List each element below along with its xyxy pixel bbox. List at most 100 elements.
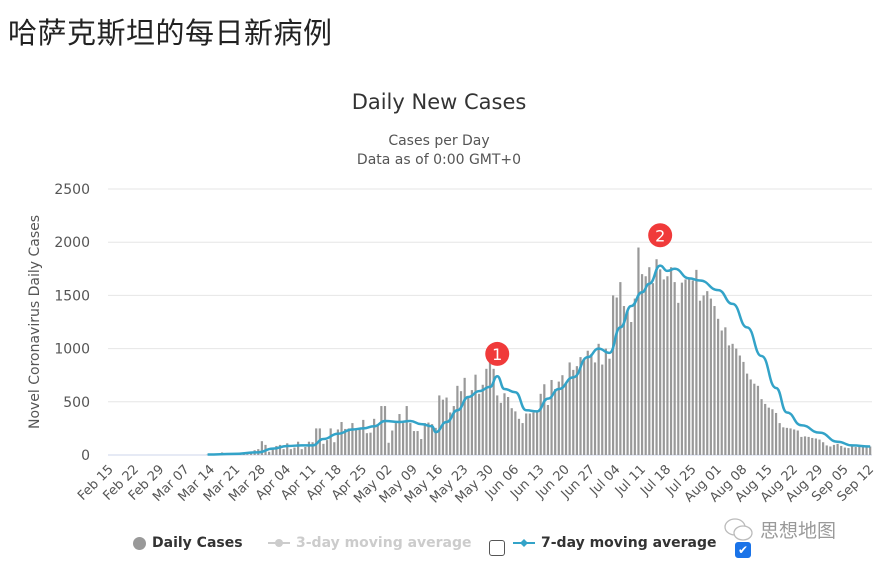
- daily-cases-bar[interactable]: [753, 383, 756, 455]
- daily-cases-bar[interactable]: [416, 431, 419, 455]
- daily-cases-bar[interactable]: [532, 412, 535, 455]
- daily-cases-bar[interactable]: [463, 377, 466, 455]
- daily-cases-bar[interactable]: [369, 432, 372, 455]
- daily-cases-bar[interactable]: [659, 269, 662, 455]
- daily-cases-bar[interactable]: [510, 408, 513, 455]
- daily-cases-bar[interactable]: [706, 291, 709, 455]
- daily-cases-bar[interactable]: [481, 384, 484, 455]
- daily-cases-bar[interactable]: [282, 449, 285, 455]
- daily-cases-bar[interactable]: [452, 406, 455, 455]
- daily-cases-bar[interactable]: [420, 439, 423, 455]
- daily-cases-bar[interactable]: [698, 300, 702, 455]
- daily-cases-bar[interactable]: [347, 428, 350, 455]
- daily-cases-bar[interactable]: [311, 442, 314, 455]
- daily-cases-bar[interactable]: [869, 446, 872, 455]
- daily-cases-bar[interactable]: [814, 438, 817, 455]
- daily-cases-bar[interactable]: [745, 373, 749, 455]
- daily-cases-bar[interactable]: [803, 436, 807, 455]
- daily-cases-bar[interactable]: [615, 297, 618, 455]
- daily-cases-bar[interactable]: [680, 282, 684, 455]
- 3day-average-checkbox[interactable]: [489, 540, 505, 556]
- daily-cases-bar[interactable]: [546, 404, 550, 455]
- daily-cases-bar[interactable]: [470, 390, 473, 455]
- daily-cases-bar[interactable]: [742, 361, 745, 455]
- daily-cases-bar[interactable]: [539, 393, 542, 455]
- daily-cases-bar[interactable]: [655, 259, 658, 455]
- daily-cases-bar[interactable]: [568, 362, 571, 455]
- daily-cases-bar[interactable]: [673, 282, 676, 455]
- daily-cases-bar[interactable]: [246, 454, 249, 455]
- daily-cases-bar[interactable]: [398, 414, 401, 455]
- daily-cases-bar[interactable]: [789, 428, 792, 455]
- daily-cases-bar[interactable]: [278, 444, 282, 455]
- daily-cases-bar[interactable]: [858, 446, 861, 455]
- daily-cases-bar[interactable]: [478, 393, 481, 455]
- daily-cases-bar[interactable]: [601, 364, 604, 455]
- daily-cases-bar[interactable]: [637, 247, 640, 455]
- daily-cases-bar[interactable]: [304, 447, 307, 455]
- daily-cases-bar[interactable]: [793, 429, 796, 455]
- daily-cases-bar[interactable]: [590, 353, 593, 455]
- daily-cases-bar[interactable]: [771, 409, 774, 455]
- daily-cases-bar[interactable]: [260, 441, 263, 455]
- daily-cases-bar[interactable]: [818, 439, 821, 455]
- daily-cases-bar[interactable]: [640, 274, 644, 455]
- daily-cases-bar[interactable]: [525, 413, 528, 455]
- daily-cases-bar[interactable]: [329, 428, 332, 455]
- daily-cases-bar[interactable]: [492, 368, 495, 455]
- daily-cases-bar[interactable]: [340, 422, 343, 455]
- daily-cases-bar[interactable]: [778, 423, 781, 455]
- daily-cases-bar[interactable]: [434, 427, 437, 455]
- daily-cases-bar[interactable]: [286, 443, 289, 455]
- daily-cases-bar[interactable]: [430, 424, 434, 455]
- daily-cases-bar[interactable]: [717, 318, 720, 455]
- daily-cases-bar[interactable]: [474, 374, 477, 455]
- daily-cases-bar[interactable]: [488, 362, 492, 455]
- daily-cases-bar[interactable]: [684, 279, 687, 455]
- daily-cases-bar[interactable]: [832, 444, 836, 455]
- daily-cases-bar[interactable]: [583, 359, 586, 455]
- daily-cases-bar[interactable]: [760, 399, 763, 455]
- daily-cases-bar[interactable]: [691, 280, 694, 455]
- daily-cases-bar[interactable]: [564, 383, 568, 455]
- daily-cases-bar[interactable]: [720, 330, 723, 455]
- daily-cases-bar[interactable]: [727, 345, 731, 455]
- daily-cases-bar[interactable]: [362, 419, 365, 455]
- daily-cases-bar[interactable]: [354, 429, 358, 455]
- daily-cases-bar[interactable]: [847, 448, 850, 455]
- daily-cases-bar[interactable]: [822, 442, 825, 455]
- daily-cases-bar[interactable]: [702, 295, 705, 455]
- daily-cases-bar[interactable]: [807, 436, 810, 455]
- daily-cases-bar[interactable]: [836, 443, 839, 455]
- daily-cases-bar[interactable]: [307, 441, 311, 455]
- daily-cases-bar[interactable]: [782, 427, 785, 455]
- daily-cases-bar[interactable]: [496, 395, 499, 455]
- daily-cases-bar[interactable]: [579, 357, 582, 455]
- daily-cases-bar[interactable]: [785, 427, 789, 455]
- daily-cases-bar[interactable]: [485, 368, 488, 455]
- daily-cases-bar[interactable]: [825, 445, 828, 455]
- daily-cases-bar[interactable]: [764, 403, 767, 455]
- daily-cases-bar[interactable]: [774, 412, 778, 455]
- annotation-marker-2[interactable]: 2: [648, 223, 673, 248]
- daily-cases-bar[interactable]: [412, 431, 416, 455]
- daily-cases-bar[interactable]: [449, 412, 452, 455]
- daily-cases-bar[interactable]: [268, 451, 271, 455]
- daily-cases-bar[interactable]: [561, 375, 564, 455]
- daily-cases-bar[interactable]: [380, 406, 383, 455]
- daily-cases-bar[interactable]: [829, 446, 832, 455]
- daily-cases-bar[interactable]: [688, 279, 691, 455]
- daily-cases-bar[interactable]: [499, 402, 502, 455]
- daily-cases-bar[interactable]: [344, 428, 347, 455]
- daily-cases-bar[interactable]: [322, 443, 325, 455]
- daily-cases-bar[interactable]: [550, 379, 553, 455]
- 7day-average-checkbox[interactable]: ✔: [735, 542, 751, 558]
- daily-cases-bar[interactable]: [709, 298, 712, 455]
- daily-cases-bar[interactable]: [612, 295, 615, 455]
- daily-cases-bar[interactable]: [543, 384, 546, 455]
- daily-cases-bar[interactable]: [662, 279, 665, 455]
- daily-cases-bar[interactable]: [517, 418, 521, 455]
- daily-cases-bar[interactable]: [535, 411, 539, 455]
- daily-cases-bar[interactable]: [333, 442, 336, 455]
- daily-cases-bar[interactable]: [271, 448, 274, 455]
